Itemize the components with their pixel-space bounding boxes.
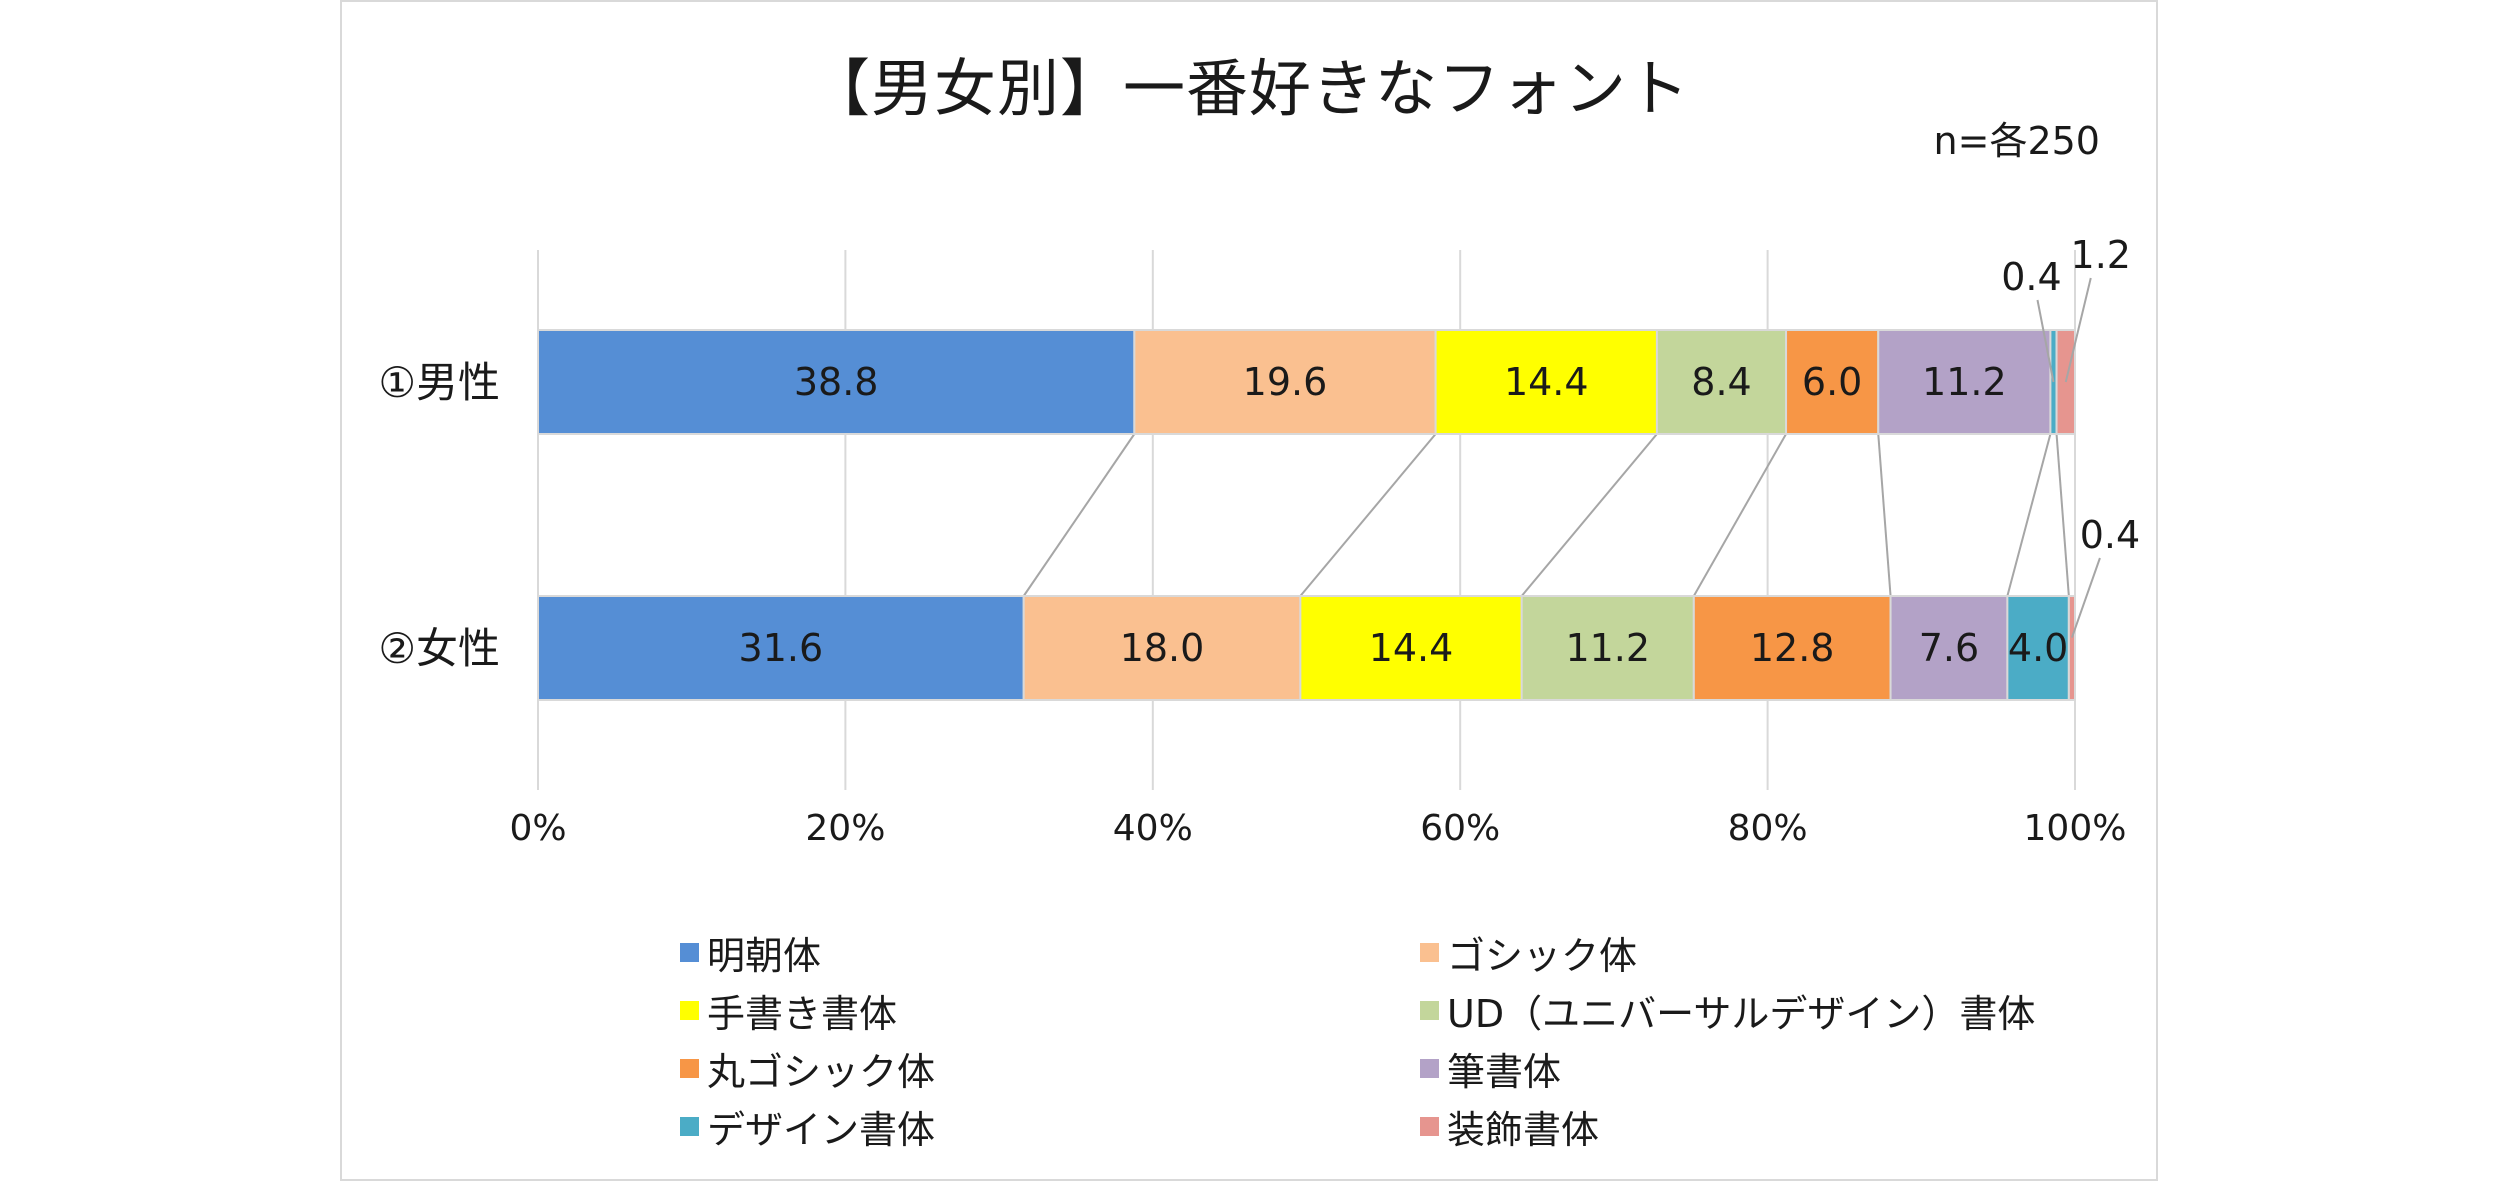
bar-segment bbox=[1434, 329, 1658, 435]
series-connector-line bbox=[1877, 433, 1892, 597]
x-tick-label: 100% bbox=[2024, 808, 2127, 849]
bar-segment bbox=[2055, 329, 2076, 435]
bar-segment bbox=[2006, 595, 2070, 701]
data-label: 31.6 bbox=[739, 626, 824, 670]
bar-segment bbox=[1022, 595, 1302, 701]
bar-segment bbox=[1655, 329, 1788, 435]
x-tick-label: 40% bbox=[1113, 808, 1193, 849]
data-label-leader-line bbox=[2070, 557, 2101, 638]
legend-label: 手書き書体 bbox=[707, 992, 898, 1036]
data-label: 6.0 bbox=[1802, 360, 1862, 404]
legend-swatch bbox=[1420, 1001, 1439, 1020]
series-connector-line bbox=[1692, 433, 1787, 597]
legend-item: 筆書体 bbox=[1420, 1041, 1561, 1096]
legend-swatch bbox=[1420, 1117, 1439, 1136]
x-tick-label: 20% bbox=[805, 808, 885, 849]
legend-label: デザイン書体 bbox=[707, 1108, 936, 1152]
series-connector-line bbox=[2006, 433, 2052, 597]
legend-swatch bbox=[1420, 1059, 1439, 1078]
data-label: 12.8 bbox=[1750, 626, 1835, 670]
data-label: 8.4 bbox=[1691, 360, 1751, 404]
series-connector-line bbox=[2055, 433, 2070, 597]
data-label: 4.0 bbox=[2008, 626, 2068, 670]
legend-label: ゴシック体 bbox=[1447, 934, 1638, 978]
legend-swatch bbox=[680, 943, 699, 962]
series-connector-line bbox=[1520, 433, 1658, 597]
legend-swatch bbox=[680, 1059, 699, 1078]
legend-item: 明朝体 bbox=[680, 925, 821, 980]
category-label: ②女性 bbox=[378, 624, 500, 673]
data-label-leader-line bbox=[2036, 299, 2055, 383]
data-label: 7.6 bbox=[1919, 626, 1979, 670]
legend-item: 装飾書体 bbox=[1420, 1099, 1599, 1154]
data-label: 14.4 bbox=[1504, 360, 1589, 404]
data-label: 11.2 bbox=[1565, 626, 1650, 670]
legend-label: 丸ゴシック体 bbox=[707, 1050, 936, 1094]
sample-size-note: n=各250 bbox=[1933, 119, 2100, 163]
legend-swatch bbox=[680, 1117, 699, 1136]
data-label: 18.0 bbox=[1120, 626, 1205, 670]
bar-segment bbox=[537, 595, 1025, 701]
category-label: ①男性 bbox=[378, 358, 500, 407]
data-label: 38.8 bbox=[794, 360, 879, 404]
data-label: 19.6 bbox=[1243, 360, 1328, 404]
legend-label: 明朝体 bbox=[707, 934, 822, 978]
legend-item: 手書き書体 bbox=[680, 983, 897, 1038]
bar-segment bbox=[2067, 595, 2077, 701]
bar-segment bbox=[1520, 595, 1695, 701]
legend-swatch bbox=[1420, 943, 1439, 962]
data-label: 1.2 bbox=[2071, 233, 2131, 277]
bar-segment bbox=[1299, 595, 1523, 701]
legend-swatch bbox=[680, 1001, 699, 1020]
data-label-leader-line bbox=[2064, 277, 2092, 383]
chart-frame bbox=[340, 0, 2158, 1181]
chart-title: 【男女別】一番好きなフォント bbox=[807, 52, 1690, 125]
legend-item: UD（ユニバーサルデザイン）書体 bbox=[1420, 983, 2035, 1038]
bar-segment bbox=[1785, 329, 1880, 435]
x-tick-label: 60% bbox=[1420, 808, 1500, 849]
legend-label: 筆書体 bbox=[1447, 1050, 1562, 1094]
legend-item: 丸ゴシック体 bbox=[680, 1041, 935, 1096]
x-tick-label: 80% bbox=[1728, 808, 1808, 849]
legend-label: 装飾書体 bbox=[1447, 1108, 1600, 1152]
data-label: 0.4 bbox=[2001, 255, 2061, 299]
data-label: 11.2 bbox=[1922, 360, 2007, 404]
series-connector-line bbox=[1022, 433, 1136, 597]
data-label: 0.4 bbox=[2080, 513, 2140, 557]
series-connector-line bbox=[1299, 433, 1437, 597]
data-label: 14.4 bbox=[1369, 626, 1454, 670]
legend-label: UD（ユニバーサルデザイン）書体 bbox=[1447, 992, 2036, 1036]
legend-item: デザイン書体 bbox=[680, 1099, 935, 1154]
legend-item: ゴシック体 bbox=[1420, 925, 1637, 980]
bar-segment bbox=[1889, 595, 2009, 701]
bar-segment bbox=[1692, 595, 1892, 701]
x-tick-label: 0% bbox=[509, 808, 566, 849]
bar-segment bbox=[1877, 329, 2052, 435]
